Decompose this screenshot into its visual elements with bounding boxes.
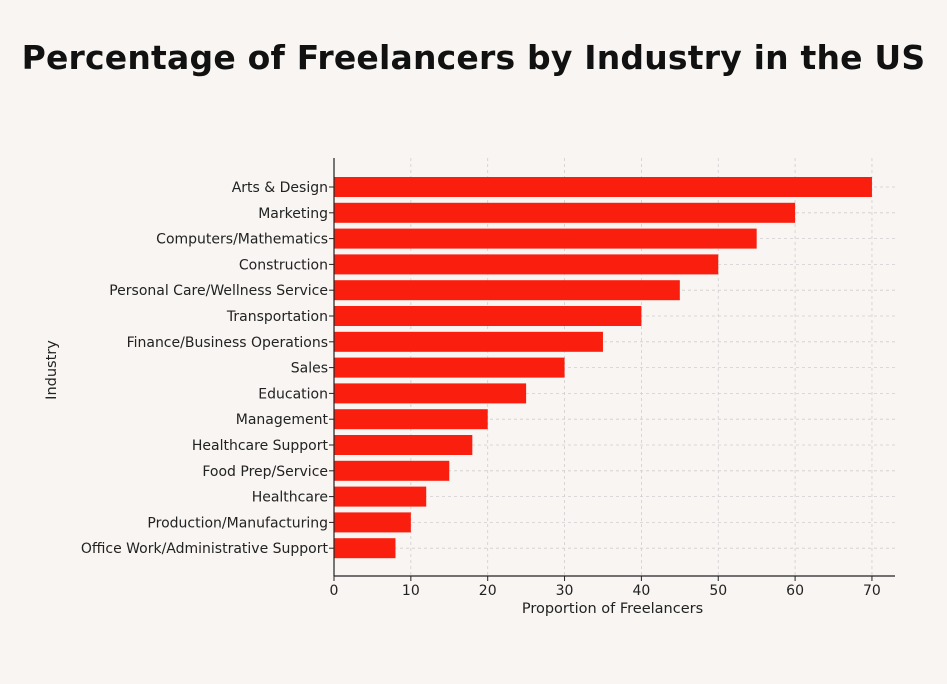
x-tick-label: 50 [709,583,727,599]
bar [334,254,719,275]
category-label: Food Prep/Service [202,464,328,480]
bar [334,202,796,223]
category-label: Sales [291,361,328,377]
x-tick-label: 70 [863,583,881,599]
category-label: Computers/Mathematics [156,232,328,248]
bar [334,177,872,197]
category-label: Arts & Design [232,180,328,196]
category-label: Construction [239,257,328,273]
x-tick-label: 0 [330,583,339,599]
chart-title: Percentage of Freelancers by Industry in… [21,38,926,77]
bar [334,357,565,378]
bar [334,512,411,533]
category-label: Finance/Business Operations [127,335,328,351]
x-tick-labels: 0 10 20 30 40 50 60 70 [330,583,881,599]
category-label: Management [236,412,329,428]
category-label: Healthcare [252,490,328,506]
bar [334,228,757,249]
bar [334,280,680,301]
category-label: Personal Care/Wellness Service [109,283,328,299]
category-label: Marketing [258,206,328,222]
bars [334,177,872,559]
y-axis-label: Industry [44,340,60,400]
x-tick-label: 10 [402,583,420,599]
bar [334,383,527,404]
category-label: Education [258,386,328,402]
bar [334,460,450,481]
x-axis-label: Proportion of Freelancers [522,601,703,617]
x-tick-label: 60 [786,583,804,599]
category-label: Healthcare Support [192,438,329,454]
bar [334,409,488,430]
axes [329,158,895,581]
category-label: Office Work/Administrative Support [81,541,329,557]
bar [334,331,603,352]
bar [334,435,473,455]
x-tick-label: 40 [632,583,650,599]
bar [334,306,642,326]
bar [334,538,396,559]
x-tick-label: 20 [479,583,497,599]
category-label: Transportation [226,309,328,325]
bar [334,486,427,507]
category-label: Production/Manufacturing [147,515,328,531]
y-tick-labels: Arts & Design Marketing Computers/Mathemat… [81,180,329,557]
x-tick-label: 30 [556,583,574,599]
